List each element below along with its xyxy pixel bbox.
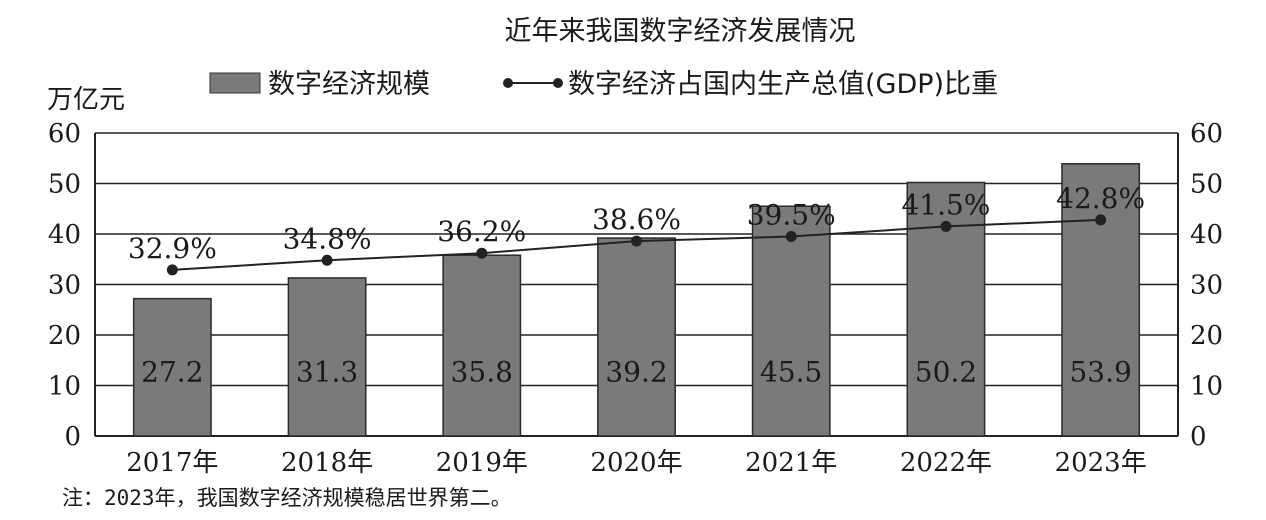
bar-value-label: 53.9: [1069, 355, 1131, 388]
bar: [1061, 163, 1141, 437]
line-value-label: 42.8%: [1056, 182, 1145, 215]
line-point: [1095, 214, 1107, 226]
bar: [597, 237, 676, 437]
y-tick-label-left: 50: [48, 170, 81, 200]
y-tick-label-left: 0: [64, 422, 81, 452]
footnote: 注：2023年，我国数字经济规模稳居世界第二。: [62, 486, 512, 510]
x-tick-label: 2021年: [745, 448, 837, 478]
line-point: [166, 264, 178, 276]
bar-value-label: 27.2: [141, 355, 203, 388]
line-point: [785, 231, 797, 243]
y-tick-label-right: 10: [1190, 372, 1223, 402]
bar-value-label: 50.2: [915, 355, 977, 388]
line-value-label: 41.5%: [901, 188, 990, 221]
bar-value-label: 39.2: [605, 355, 667, 388]
y-tick-label-right: 60: [1190, 119, 1223, 149]
y-axis-unit: 万亿元: [47, 85, 125, 115]
y-tick-label-left: 10: [48, 372, 81, 402]
bar-value-label: 31.3: [296, 355, 358, 388]
y-tick-label-right: 50: [1190, 170, 1223, 200]
legend-bar-swatch: [209, 72, 261, 94]
y-tick-label-right: 30: [1190, 271, 1223, 301]
chart-title: 近年来我国数字经济发展情况: [505, 16, 856, 47]
line-value-label: 38.6%: [592, 203, 681, 236]
x-tick-label: 2017年: [126, 448, 218, 478]
y-tick-label-right: 0: [1190, 422, 1207, 452]
line-point: [940, 220, 952, 232]
line-value-label: 32.9%: [128, 232, 217, 265]
line-point: [631, 235, 642, 247]
bar: [287, 277, 367, 437]
legend: 数字经济规模 数字经济占国内生产总值(GDP)比重: [209, 69, 998, 100]
y-tick-label-left: 20: [48, 321, 81, 351]
line-point: [321, 254, 333, 266]
legend-line-marker-left: [503, 78, 513, 88]
x-tick-label: 2018年: [281, 448, 373, 478]
y-tick-label-left: 30: [48, 271, 81, 301]
bar: [442, 254, 522, 437]
line-value-label: 39.5%: [747, 199, 836, 232]
bar: [132, 297, 212, 437]
legend-line-label: 数字经济占国内生产总值(GDP)比重: [568, 69, 998, 100]
plot-area: 0 10 20 30 40 50 60 0 10 20 30 40 50 60 27.2 31.3 35.8 39…: [48, 119, 1223, 478]
x-tick-label: 2023年: [1055, 448, 1147, 478]
y-tick-label-right: 20: [1190, 321, 1223, 351]
legend-line-marker-right: [553, 78, 563, 88]
line-value-label: 34.8%: [283, 222, 372, 255]
legend-bar-label: 数字经济规模: [268, 69, 430, 100]
bar-value-label: 45.5: [760, 355, 822, 388]
line-point: [476, 247, 488, 259]
y-tick-label-left: 40: [48, 220, 81, 250]
bar: [751, 205, 831, 437]
y-tick-label-left: 60: [48, 119, 81, 149]
line-value-label: 36.2%: [437, 215, 526, 248]
x-tick-label: 2019年: [436, 448, 528, 478]
x-tick-label: 2020年: [590, 448, 682, 478]
x-tick-label: 2022年: [900, 448, 992, 478]
y-tick-label-right: 40: [1190, 220, 1223, 250]
bar-value-label: 35.8: [451, 355, 513, 388]
